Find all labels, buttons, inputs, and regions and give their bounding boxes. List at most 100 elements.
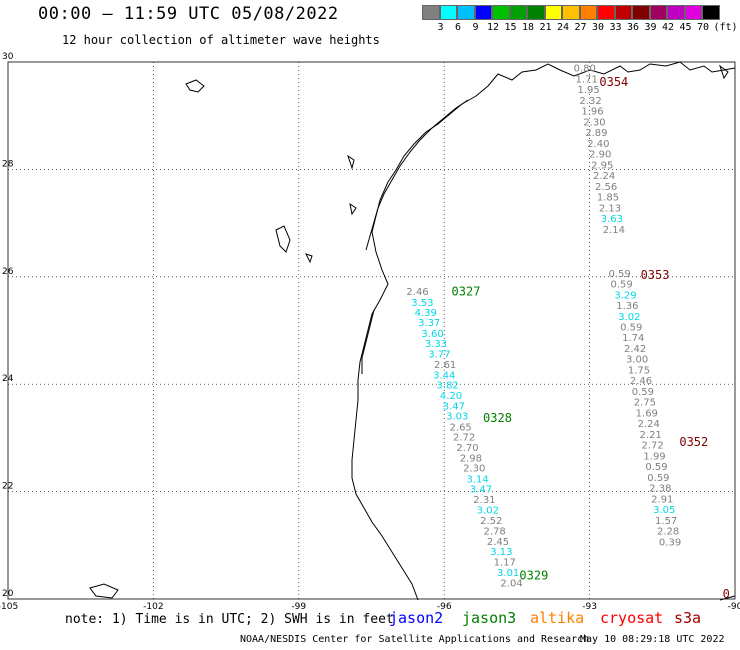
- wave-height-value: 3.02: [618, 312, 640, 323]
- wave-height-value: 2.04: [500, 579, 522, 590]
- wave-height-value: 2.70: [456, 443, 478, 454]
- scale-label: 24: [556, 22, 570, 33]
- map-frame: [7, 61, 736, 600]
- inland-lake-6: [349, 202, 357, 216]
- longitude-label: -99: [291, 602, 306, 610]
- wave-height-value: 3.63: [601, 214, 623, 225]
- scale-label: 30: [591, 22, 605, 33]
- wave-height-value: 3.01: [497, 568, 519, 579]
- scale-swatch: [614, 5, 632, 20]
- wave-height-value: 3.00: [626, 355, 648, 366]
- pass-label: 0: [723, 587, 730, 601]
- wave-height-value: 1.74: [622, 333, 644, 344]
- wave-height-value: 2.95: [591, 160, 613, 171]
- wave-height-value: 1.69: [636, 408, 658, 419]
- pass-0354: 0.801.711.952.321.962.302.892.402.902.95…: [574, 64, 629, 236]
- scale-label: 18: [521, 22, 535, 33]
- legend-jason3: jason3: [462, 609, 517, 627]
- scale-swatch: [544, 5, 562, 20]
- pass-label: 0329: [519, 569, 548, 583]
- scale-label: 45: [679, 22, 692, 33]
- scale-label: 9: [472, 22, 479, 33]
- wave-height-value: 2.31: [473, 495, 495, 506]
- longitude-label: -90: [728, 602, 740, 610]
- wave-height-value: 3.77: [428, 349, 450, 360]
- latitude-label: 24: [2, 374, 14, 384]
- wave-height-value: 3.47: [470, 485, 492, 496]
- scale-swatch: [579, 5, 597, 20]
- wave-height-value: 2.24: [638, 419, 660, 430]
- latitude-labels: 30 28 26 24 22 20: [2, 52, 14, 599]
- wave-height-value: 3.03: [446, 412, 468, 423]
- scale-swatch: [474, 5, 492, 20]
- pass-label: 0327: [452, 285, 481, 299]
- scale-swatch: [597, 5, 615, 20]
- inland-lake-3: [89, 583, 119, 599]
- graticule: [8, 62, 735, 599]
- wave-height-value: 3.29: [614, 290, 636, 301]
- wave-height-value: 2.14: [603, 225, 625, 236]
- wave-height-value: 1.57: [655, 516, 677, 527]
- coastal-barrier: [365, 99, 469, 251]
- texas-barrier-south: [361, 309, 375, 374]
- wave-height-value: 0.59: [620, 323, 642, 334]
- wave-height-value: 2.78: [483, 527, 505, 538]
- wave-height-value: 3.47: [443, 401, 465, 412]
- wave-height-value: 3.33: [425, 339, 447, 350]
- wave-height-value: 3.60: [421, 329, 443, 340]
- scale-label: 33: [609, 22, 622, 33]
- scale-label: 42: [661, 22, 675, 33]
- scale-label: 39: [644, 22, 657, 33]
- wave-height-value: 3.53: [411, 298, 433, 309]
- footnote: note: 1) Time is in UTC; 2) SWH is in fe…: [65, 612, 394, 627]
- inland-lake-2: [275, 225, 291, 253]
- scale-swatch: [439, 5, 457, 20]
- wave-height-map: 2.463.534.393.373.603.333.772.613.443.82…: [0, 52, 740, 610]
- latitude-label: 30: [2, 52, 14, 62]
- longitude-labels: -105 -102 -99 -96 -93 -90: [0, 602, 740, 610]
- pass-label: 0354: [599, 75, 628, 89]
- wave-height-value: 1.71: [576, 74, 598, 85]
- wave-height-value: 1.96: [581, 107, 603, 118]
- wave-height-value: 0.59: [647, 473, 669, 484]
- pass-0328: 2.652.722.702.982.303.143.472.313.022.52…: [450, 411, 523, 590]
- scale-swatch: [457, 5, 475, 20]
- wave-height-value: 1.85: [597, 193, 619, 204]
- wave-height-value: 2.21: [640, 430, 662, 441]
- longitude-label: -96: [437, 602, 452, 610]
- wave-height-value: 2.65: [450, 422, 472, 433]
- wave-height-value: 2.46: [630, 376, 652, 387]
- wave-height-value: 2.46: [406, 287, 428, 298]
- wave-height-value: 2.42: [624, 344, 646, 355]
- wave-height-value: 0.59: [632, 387, 654, 398]
- wave-height-value: 3.44: [433, 370, 455, 381]
- wave-height-value: 3.37: [418, 318, 440, 329]
- latitude-label: 26: [2, 267, 14, 277]
- scale-swatch: [667, 5, 685, 20]
- gulf-coast-north: [351, 61, 736, 601]
- inland-lake-5: [305, 253, 313, 264]
- wave-height-value: 3.14: [467, 474, 489, 485]
- wave-height-value: 2.30: [463, 464, 485, 475]
- wave-height-value: 2.32: [579, 96, 601, 107]
- wave-height-value: 0.80: [574, 64, 596, 75]
- wave-height-value: 3.02: [477, 506, 499, 517]
- scale-swatch: [527, 5, 545, 20]
- wave-height-value: 2.52: [480, 516, 502, 527]
- scale-label: 3: [437, 22, 444, 33]
- coastline: [89, 61, 736, 601]
- wave-height-value: 2.89: [585, 128, 607, 139]
- wave-height-value: 0.59: [610, 280, 632, 291]
- scale-label: 15: [504, 22, 517, 33]
- scale-swatch: [562, 5, 580, 20]
- wave-height-value: 1.99: [643, 451, 665, 462]
- longitude-label: -93: [582, 602, 597, 610]
- wave-height-value: 2.75: [634, 398, 656, 409]
- latitude-label: 22: [2, 482, 13, 492]
- wave-height-value: 2.91: [651, 494, 673, 505]
- pass-label: 0352: [679, 435, 708, 449]
- scale-label: 27: [574, 22, 587, 33]
- wave-height-value: 2.90: [589, 150, 611, 161]
- altimeter-passes: 2.463.534.393.373.603.333.772.613.443.82…: [406, 64, 729, 601]
- inland-lake-7: [719, 64, 729, 80]
